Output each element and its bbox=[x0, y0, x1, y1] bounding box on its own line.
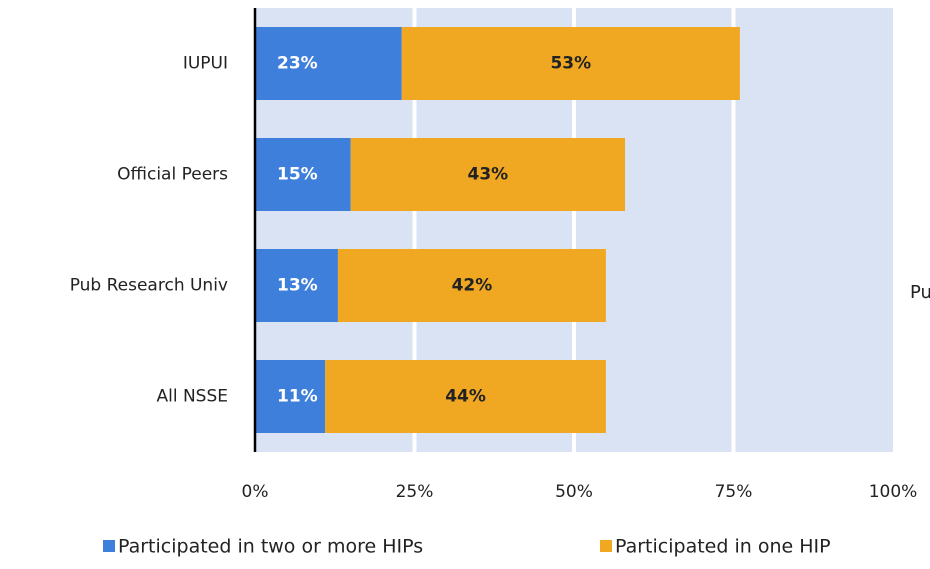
data-label: 44% bbox=[445, 387, 486, 407]
legend-swatch bbox=[103, 540, 115, 552]
data-label: 42% bbox=[452, 276, 493, 296]
data-label: 43% bbox=[468, 165, 509, 185]
bar-segment bbox=[337, 249, 606, 322]
y-tick-label: IUPUI bbox=[183, 54, 228, 74]
legend-swatch bbox=[600, 540, 612, 552]
legend-label: Participated in two or more HIPs bbox=[118, 536, 423, 558]
data-label: 23% bbox=[277, 54, 318, 74]
annotation: Pu bbox=[910, 282, 930, 303]
x-tick-label: 100% bbox=[869, 482, 918, 502]
data-label: 53% bbox=[550, 54, 591, 74]
bar-segment bbox=[255, 138, 351, 211]
bar-segment bbox=[255, 249, 338, 322]
bar-segment bbox=[401, 27, 740, 100]
bar-segment bbox=[255, 27, 402, 100]
y-tick-label: Pub Research Univ bbox=[70, 276, 228, 296]
y-tick-label: All NSSE bbox=[156, 387, 228, 407]
data-label: 13% bbox=[277, 276, 318, 296]
x-tick-label: 50% bbox=[555, 482, 593, 502]
data-label: 15% bbox=[277, 165, 318, 185]
x-tick-label: 25% bbox=[396, 482, 434, 502]
bar-segment bbox=[325, 360, 606, 433]
data-label: 11% bbox=[277, 387, 318, 407]
x-tick-label: 0% bbox=[242, 482, 269, 502]
y-tick-label: Official Peers bbox=[117, 165, 228, 185]
bar-segment bbox=[350, 138, 626, 211]
bar-segment bbox=[255, 360, 326, 433]
legend-label: Participated in one HIP bbox=[615, 536, 831, 558]
x-tick-label: 75% bbox=[715, 482, 753, 502]
